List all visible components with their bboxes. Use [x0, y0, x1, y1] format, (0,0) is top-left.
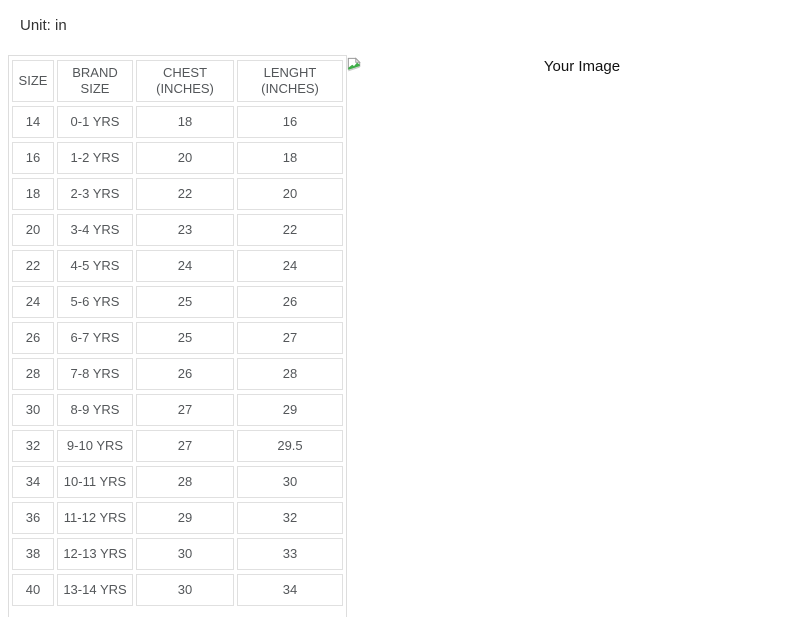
size-chart-row: 24 5-6 YRS 25 26 [12, 286, 343, 318]
size-chart-row: 30 8-9 YRS 27 29 [12, 394, 343, 426]
cell-length: 27 [237, 322, 343, 354]
cell-chest: 30 [136, 538, 234, 570]
header-row: SIZE BRAND SIZE CHEST (INCHES) LENGHT (I… [12, 60, 343, 102]
cell-size: 16 [12, 142, 54, 174]
cell-size: 36 [12, 502, 54, 534]
cell-size: 24 [12, 286, 54, 318]
cell-brand-size: 9-10 YRS [57, 430, 133, 462]
image-placeholder: Your Image [347, 56, 800, 74]
cell-size: 22 [12, 250, 54, 282]
cell-chest: 23 [136, 214, 234, 246]
size-chart-row: 18 2-3 YRS 22 20 [12, 178, 343, 210]
column-header-length: LENGHT (INCHES) [237, 60, 343, 102]
cell-chest: 25 [136, 286, 234, 318]
cell-brand-size: 10-11 YRS [57, 466, 133, 498]
cell-brand-size: 4-5 YRS [57, 250, 133, 282]
cell-brand-size: 1-2 YRS [57, 142, 133, 174]
main-content: SIZE BRAND SIZE CHEST (INCHES) LENGHT (I… [8, 55, 800, 617]
column-header-size: SIZE [12, 60, 54, 102]
cell-length: 30 [237, 466, 343, 498]
cell-brand-size: 5-6 YRS [57, 286, 133, 318]
cell-chest: 22 [136, 178, 234, 210]
size-chart-row: 38 12-13 YRS 30 33 [12, 538, 343, 570]
cell-chest: 24 [136, 250, 234, 282]
cell-brand-size: 13-14 YRS [57, 574, 133, 606]
size-chart-row: 22 4-5 YRS 24 24 [12, 250, 343, 282]
cell-brand-size: 3-4 YRS [57, 214, 133, 246]
cell-length: 26 [237, 286, 343, 318]
cell-brand-size: 12-13 YRS [57, 538, 133, 570]
cell-brand-size: 0-1 YRS [57, 106, 133, 138]
cell-size: 20 [12, 214, 54, 246]
cell-length: 32 [237, 502, 343, 534]
size-chart-row: 14 0-1 YRS 18 16 [12, 106, 343, 138]
cell-length: 16 [237, 106, 343, 138]
size-chart-container: SIZE BRAND SIZE CHEST (INCHES) LENGHT (I… [8, 55, 347, 617]
cell-chest: 27 [136, 430, 234, 462]
cell-size: 34 [12, 466, 54, 498]
column-header-brand-size: BRAND SIZE [57, 60, 133, 102]
size-chart-row: 34 10-11 YRS 28 30 [12, 466, 343, 498]
cell-size: 38 [12, 538, 54, 570]
cell-chest: 27 [136, 394, 234, 426]
size-chart-row: 32 9-10 YRS 27 29.5 [12, 430, 343, 462]
cell-length: 18 [237, 142, 343, 174]
cell-size: 32 [12, 430, 54, 462]
size-chart-row: 40 13-14 YRS 30 34 [12, 574, 343, 606]
size-chart-row: 20 3-4 YRS 23 22 [12, 214, 343, 246]
cell-size: 28 [12, 358, 54, 390]
size-chart-row: 36 11-12 YRS 29 32 [12, 502, 343, 534]
cell-chest: 18 [136, 106, 234, 138]
cell-length: 34 [237, 574, 343, 606]
size-chart-row: 26 6-7 YRS 25 27 [12, 322, 343, 354]
cell-chest: 26 [136, 358, 234, 390]
cell-size: 26 [12, 322, 54, 354]
cell-chest: 30 [136, 574, 234, 606]
cell-brand-size: 2-3 YRS [57, 178, 133, 210]
cell-length: 33 [237, 538, 343, 570]
size-chart-table: SIZE BRAND SIZE CHEST (INCHES) LENGHT (I… [9, 56, 346, 610]
cell-chest: 20 [136, 142, 234, 174]
cell-brand-size: 6-7 YRS [57, 322, 133, 354]
cell-size: 40 [12, 574, 54, 606]
unit-label: Unit: in [20, 17, 67, 34]
cell-length: 29 [237, 394, 343, 426]
cell-length: 28 [237, 358, 343, 390]
cell-size: 18 [12, 178, 54, 210]
size-chart-row: 16 1-2 YRS 20 18 [12, 142, 343, 174]
size-chart-body: 14 0-1 YRS 18 16 16 1-2 YRS 20 18 18 2-3 YRS 22 20 2… [12, 106, 343, 606]
cell-length: 24 [237, 250, 343, 282]
cell-chest: 28 [136, 466, 234, 498]
cell-chest: 29 [136, 502, 234, 534]
column-header-chest: CHEST (INCHES) [136, 60, 234, 102]
cell-size: 30 [12, 394, 54, 426]
cell-size: 14 [12, 106, 54, 138]
image-alt-text: Your Image [543, 58, 621, 75]
cell-brand-size: 8-9 YRS [57, 394, 133, 426]
broken-image-icon [347, 57, 361, 72]
cell-length: 29.5 [237, 430, 343, 462]
size-chart-row: 28 7-8 YRS 26 28 [12, 358, 343, 390]
cell-chest: 25 [136, 322, 234, 354]
cell-length: 20 [237, 178, 343, 210]
size-chart-header: SIZE BRAND SIZE CHEST (INCHES) LENGHT (I… [12, 60, 343, 102]
cell-brand-size: 11-12 YRS [57, 502, 133, 534]
cell-brand-size: 7-8 YRS [57, 358, 133, 390]
cell-length: 22 [237, 214, 343, 246]
